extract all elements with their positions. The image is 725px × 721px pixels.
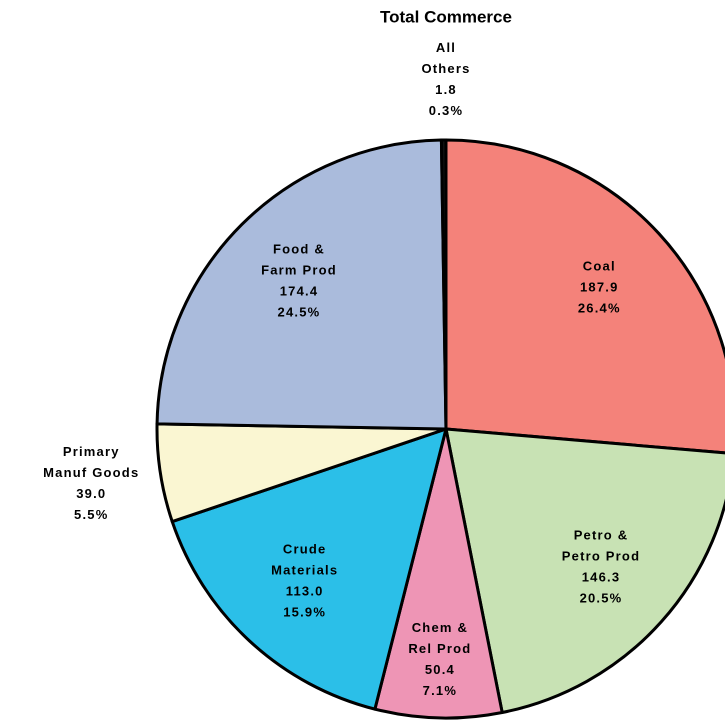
slice-label: 187.9 xyxy=(580,280,619,295)
slice-label: Primary xyxy=(63,444,120,459)
chart-title: Total Commerce xyxy=(380,7,512,26)
slice-label: Chem & xyxy=(412,620,468,635)
slice-label: 174.4 xyxy=(280,284,319,299)
slice-label: Rel Prod xyxy=(408,641,471,656)
slice-label: 26.4% xyxy=(578,301,621,316)
slice-label: 20.5% xyxy=(580,591,623,606)
pie-slice xyxy=(444,138,725,455)
slice-label: 24.5% xyxy=(278,305,321,320)
slice-label: All xyxy=(436,40,456,55)
slice-label: 15.9% xyxy=(283,605,326,620)
pie-slice xyxy=(155,138,448,431)
slice-label: Petro Prod xyxy=(562,549,640,564)
slices xyxy=(155,138,725,720)
slice-label: Farm Prod xyxy=(261,263,337,278)
slice-label: 5.5% xyxy=(74,507,108,522)
slice-label: 1.8 xyxy=(435,82,457,97)
pie-slice xyxy=(373,427,504,720)
labels: Coal 187.9 26.4% Petro & Petro Prod 146.3 20.5… xyxy=(43,40,640,698)
slice-label: 7.1% xyxy=(423,683,457,698)
pie-slice xyxy=(444,427,725,714)
slice-label: 39.0 xyxy=(76,486,106,501)
pie-slice xyxy=(439,138,448,431)
slice-label: Manuf Goods xyxy=(43,465,139,480)
slice-label: Others xyxy=(421,61,470,76)
slice-label: Petro & xyxy=(574,528,629,543)
slice-label: 113.0 xyxy=(286,584,324,599)
slice-label: 0.3% xyxy=(429,103,463,118)
slice-label: 50.4 xyxy=(425,662,455,677)
slice-label: Materials xyxy=(271,563,338,578)
slice-label: 146.3 xyxy=(582,570,621,585)
slice-label: Food & xyxy=(273,242,325,257)
slice-label: Coal xyxy=(583,259,616,274)
slice-label: Crude xyxy=(283,542,327,557)
